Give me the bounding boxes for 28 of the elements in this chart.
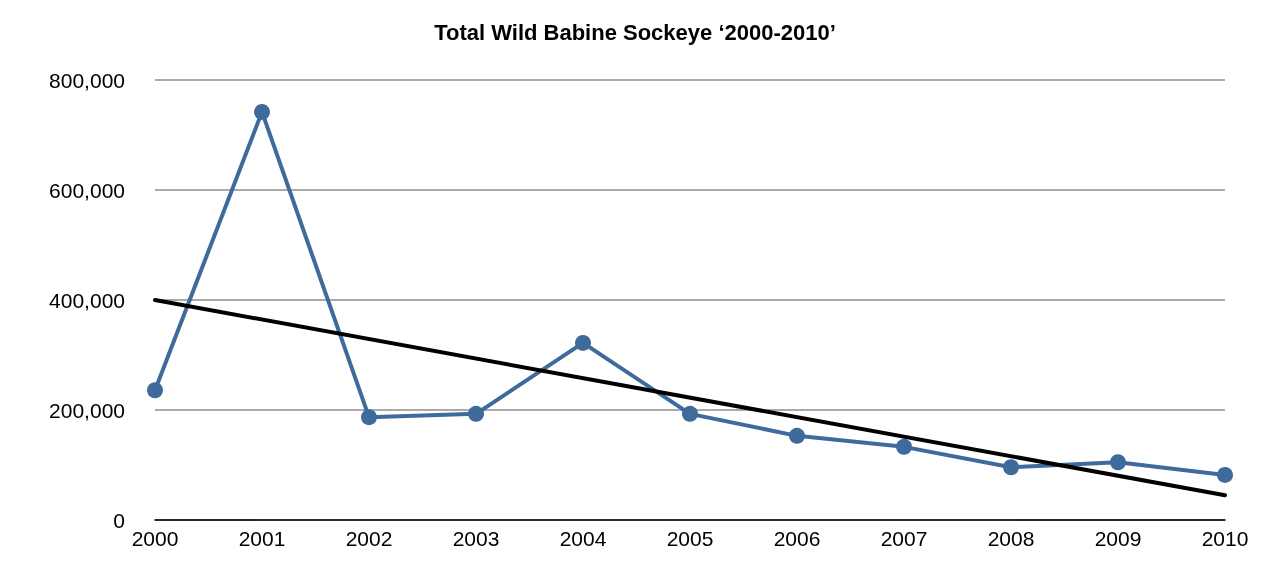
- point: [575, 334, 591, 351]
- x-tick-label: 2001: [238, 527, 286, 550]
- point: [1110, 454, 1126, 471]
- y-tick-label: 0: [113, 508, 125, 532]
- x-tick-label: 2007: [880, 527, 928, 550]
- x-tick-label: 2006: [773, 527, 821, 550]
- point: [361, 409, 377, 426]
- x-tick-label: 2008: [987, 527, 1035, 550]
- point: [254, 103, 270, 120]
- x-tick-label: 2002: [345, 527, 393, 550]
- point: [1217, 466, 1233, 483]
- point: [1003, 459, 1019, 476]
- y-tick-label: 200,000: [49, 398, 125, 422]
- x-tick-label: 2003: [452, 527, 500, 550]
- x-tick-label: 2000: [131, 527, 179, 550]
- y-tick-label: 800,000: [49, 68, 125, 92]
- point: [896, 438, 912, 455]
- point: [147, 382, 163, 399]
- y-tick-label: 600,000: [49, 178, 125, 202]
- point: [468, 405, 484, 422]
- x-tick-label: 2010: [1201, 527, 1249, 550]
- x-tick-label: 2004: [559, 527, 607, 550]
- point: [682, 405, 698, 422]
- point: [789, 427, 805, 444]
- chart-title: Total Wild Babine Sockeye ‘2000-2010’: [434, 19, 836, 45]
- x-tick-label: 2009: [1094, 527, 1142, 550]
- x-tick-label: 2005: [666, 527, 714, 550]
- y-tick-label: 400,000: [49, 288, 125, 312]
